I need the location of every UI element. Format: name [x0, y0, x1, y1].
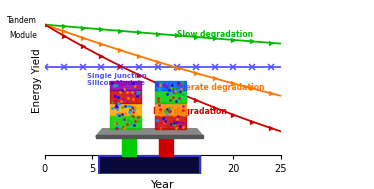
- Polygon shape: [155, 81, 186, 90]
- Polygon shape: [155, 90, 186, 103]
- Polygon shape: [110, 103, 141, 115]
- Polygon shape: [96, 129, 203, 136]
- Polygon shape: [96, 135, 203, 139]
- Polygon shape: [122, 136, 136, 156]
- Text: Tandem: Tandem: [7, 16, 37, 25]
- Text: Slow degradation: Slow degradation: [177, 30, 253, 39]
- X-axis label: Year: Year: [151, 180, 175, 189]
- Polygon shape: [155, 103, 186, 115]
- Polygon shape: [110, 90, 141, 103]
- Text: Module: Module: [9, 31, 37, 40]
- Y-axis label: Energy Yield: Energy Yield: [32, 48, 42, 113]
- Polygon shape: [159, 136, 173, 156]
- Text: Fast degradation: Fast degradation: [153, 107, 227, 116]
- Polygon shape: [155, 115, 186, 129]
- Text: Moderate degradation: Moderate degradation: [168, 83, 265, 92]
- Polygon shape: [99, 156, 200, 174]
- Text: Single Junction
Silicon Module: Single Junction Silicon Module: [87, 73, 147, 86]
- Polygon shape: [110, 81, 141, 90]
- Polygon shape: [110, 115, 141, 129]
